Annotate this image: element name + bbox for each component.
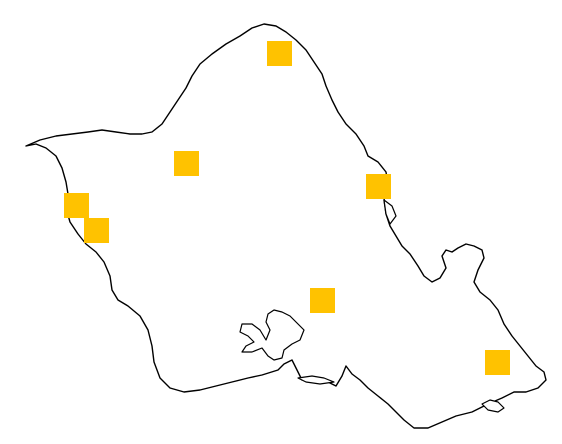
- marker-central-west[interactable]: [174, 151, 199, 176]
- marker-windward[interactable]: [366, 174, 391, 199]
- maunalua-bay: [481, 399, 505, 413]
- marker-north-shore[interactable]: [267, 41, 292, 66]
- marker-west-lower[interactable]: [84, 218, 109, 243]
- marker-east[interactable]: [485, 350, 510, 375]
- pearl-harbor: [239, 309, 305, 361]
- marker-west-upper[interactable]: [64, 193, 89, 218]
- marker-central-south[interactable]: [310, 288, 335, 313]
- airport-reef-runway: [297, 375, 335, 385]
- location-markers: [64, 41, 510, 375]
- kaneohe-bay: [383, 199, 397, 225]
- island-coastline: [25, 23, 547, 429]
